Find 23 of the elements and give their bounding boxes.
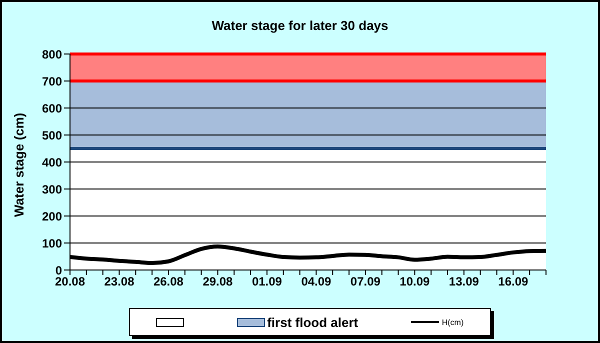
y-tick-label: 100 [42,236,62,250]
y-tick-label: 0 [55,263,62,278]
x-tick-label: 20.08 [54,274,86,289]
y-tick-label: 600 [42,101,62,116]
x-tick-label: 10.09 [400,274,430,289]
chart-title: Water stage for later 30 days [210,18,390,33]
x-tick-label: 23.08 [104,274,135,289]
y-tick-label: 800 [42,47,62,62]
x-tick-label: 01.09 [252,274,282,289]
y-tick-label: 700 [42,74,62,88]
legend-label: first flood alert [267,314,358,330]
y-tick-label: 400 [42,155,62,170]
y-axis-title: Water stage (cm) [12,112,27,217]
x-tick-label: 29.08 [202,274,234,289]
legend-label: H(cm) [442,318,464,326]
x-tick-label: 26.08 [153,274,184,289]
x-tick-label: 13.09 [448,274,480,289]
y-tick-label: 500 [42,128,62,142]
y-tick-label: 200 [42,209,62,224]
x-tick-label: 04.09 [301,274,332,289]
y-tick-label: 300 [42,182,62,196]
x-tick-label: 07.09 [350,274,381,289]
x-tick-label: 16.09 [498,274,529,289]
